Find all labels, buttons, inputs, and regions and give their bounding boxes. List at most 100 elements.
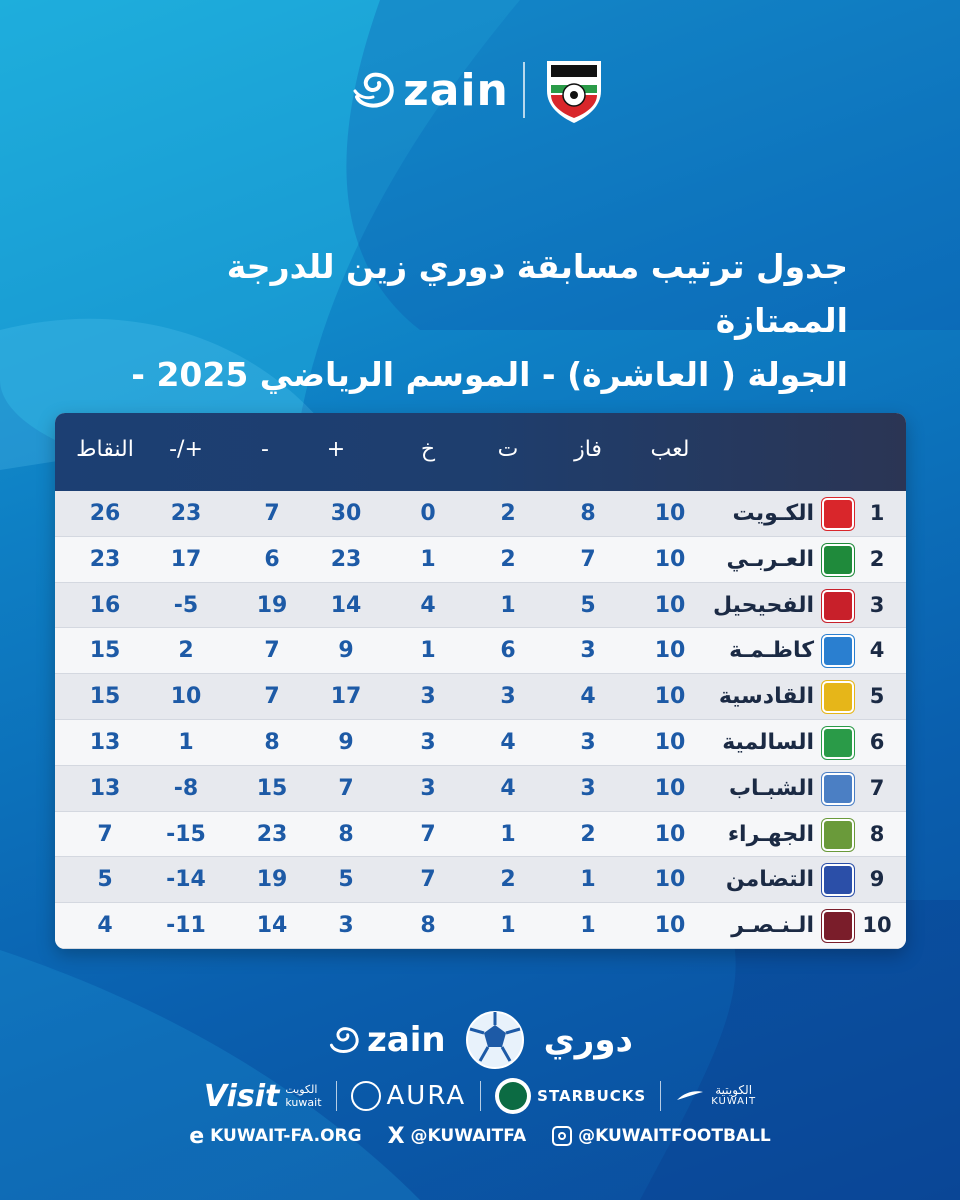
team-name: الفحيحيل	[713, 592, 814, 618]
cell-drawn: 2	[500, 546, 516, 572]
cell-points: 15	[89, 638, 121, 664]
cell-points: 13	[89, 729, 121, 755]
table-row: 6 السالمية 10 3 4 3 9 8 1 13	[55, 719, 906, 766]
cell-goal-diff: 17	[170, 546, 202, 572]
cell-points: 7	[97, 821, 113, 847]
cell-won: 5	[580, 592, 596, 618]
cell-drawn: 4	[500, 775, 516, 801]
sponsor-divider	[660, 1081, 662, 1111]
cell-drawn: 6	[500, 638, 516, 664]
cell-goals-for: 5	[338, 867, 354, 893]
header-goal-diff: +/-	[169, 437, 203, 462]
team-name: القادسية	[718, 684, 814, 710]
cell-points: 15	[89, 684, 121, 710]
team-name: كاظـمـة	[729, 638, 814, 664]
cell-won: 2	[580, 821, 596, 847]
zain-swirl-icon	[329, 1027, 359, 1053]
header-goals-for: +	[326, 437, 346, 462]
cell-played: 10	[654, 821, 686, 847]
rank-number: 1	[869, 501, 885, 525]
cell-points: 16	[89, 592, 121, 618]
football-icon	[465, 1011, 524, 1069]
aura-mark-icon	[350, 1081, 381, 1111]
team-name: الكـويت	[732, 501, 814, 526]
cell-goals-for: 8	[338, 821, 354, 847]
x-handle: @KUWAITFA	[410, 1126, 527, 1146]
aura-wordmark: AURA	[386, 1081, 467, 1111]
cell-goal-diff: 23	[170, 501, 202, 526]
table-body: 1 الكـويت 10 8 2 0 30 7 23 26 2 العـربـي 10 7 2 1 23 6 17 2…	[55, 491, 906, 949]
cell-lost: 3	[420, 729, 436, 755]
cell-goals-for: 7	[338, 775, 354, 801]
team-crest-icon	[822, 726, 854, 759]
header-lost: خ	[420, 437, 436, 462]
cell-lost: 7	[420, 867, 436, 893]
cell-goals-against: 15	[256, 775, 288, 801]
rank-number: 7	[869, 775, 885, 800]
sponsor-divider	[480, 1081, 482, 1111]
cell-goals-for: 30	[330, 501, 362, 526]
cell-points: 26	[89, 501, 121, 526]
team-crest-icon	[822, 864, 854, 897]
team-crest-icon	[822, 543, 854, 576]
cell-lost: 4	[420, 592, 436, 618]
cell-played: 10	[654, 592, 686, 618]
starbucks-siren-icon	[495, 1078, 532, 1114]
team-crest-icon	[822, 910, 854, 943]
cell-lost: 3	[420, 775, 436, 801]
cell-goal-diff: 10	[170, 684, 202, 710]
instagram-handle: @KUWAITFOOTBALL	[578, 1126, 771, 1146]
cell-drawn: 1	[500, 821, 516, 847]
cell-drawn: 4	[500, 729, 516, 755]
table-row: 9 التضامن 10 1 2 7 5 19 14- 5	[55, 857, 906, 904]
x-link[interactable]: X @KUWAITFA	[388, 1124, 527, 1149]
kuwait-fa-crest-icon	[546, 61, 601, 123]
sponsor-aura: AURA	[350, 1081, 467, 1111]
league-name: دوري	[543, 1020, 633, 1060]
cell-lost: 8	[420, 913, 436, 939]
table-row: 10 الـنـصـر 10 1 1 8 3 14 11- 4	[55, 903, 906, 949]
cell-lost: 0	[420, 501, 436, 526]
rank-number: 3	[869, 592, 885, 617]
sponsor-kuwait-airways: الكويتية KUWAIT	[675, 1084, 756, 1108]
team-crest-icon	[822, 498, 854, 530]
website-link[interactable]: e KUWAIT-FA.ORG	[189, 1124, 361, 1149]
cell-goal-diff: 8-	[173, 775, 199, 801]
zain-logo: zain	[351, 65, 509, 116]
team-crest-icon	[822, 818, 854, 851]
standings-table: لعب فاز ت خ + - +/- النقاط 1 الكـويت 10 8 2 0…	[55, 413, 906, 949]
cell-won: 8	[580, 501, 596, 526]
header-goals-against: -	[261, 437, 269, 462]
airline-english: KUWAIT	[711, 1096, 757, 1107]
cell-played: 10	[654, 638, 686, 664]
table-row: 5 القادسية 10 4 3 3 17 7 10 15	[55, 674, 906, 720]
starbucks-wordmark: STARBUCKS	[537, 1087, 647, 1105]
cell-points: 5	[97, 867, 113, 893]
instagram-link[interactable]: @KUWAITFOOTBALL	[552, 1126, 771, 1146]
cell-drawn: 2	[500, 501, 516, 526]
cell-lost: 1	[420, 638, 436, 664]
cell-won: 3	[580, 729, 596, 755]
cell-played: 10	[654, 729, 686, 755]
visit-subtext: الكويت kuwait	[285, 1083, 321, 1109]
cell-goals-against: 14	[256, 913, 288, 939]
cell-drawn: 1	[500, 592, 516, 618]
rank-number: 4	[869, 638, 885, 663]
table-row: 4 كاظـمـة 10 3 6 1 9 7 2 15	[55, 628, 906, 675]
x-icon: X	[387, 1123, 405, 1149]
cell-won: 4	[580, 684, 596, 710]
cell-won: 7	[580, 546, 596, 572]
cell-played: 10	[654, 501, 686, 526]
cell-goals-against: 19	[256, 867, 288, 893]
rank-number: 5	[869, 684, 885, 709]
table-row: 1 الكـويت 10 8 2 0 30 7 23 26	[55, 491, 906, 537]
visit-arabic: الكويت	[285, 1083, 318, 1096]
cell-points: 4	[97, 913, 113, 939]
page-title: جدول ترتيب مسابقة دوري زين للدرجة الممتا…	[226, 247, 848, 340]
table-row: 2 العـربـي 10 7 2 1 23 6 17 23	[55, 536, 906, 583]
airline-arabic: الكويتية	[715, 1083, 753, 1097]
header-won: فاز	[574, 437, 602, 462]
table-header: لعب فاز ت خ + - +/- النقاط	[55, 413, 906, 491]
team-crest-icon	[822, 635, 854, 668]
team-crest-icon	[822, 772, 854, 805]
